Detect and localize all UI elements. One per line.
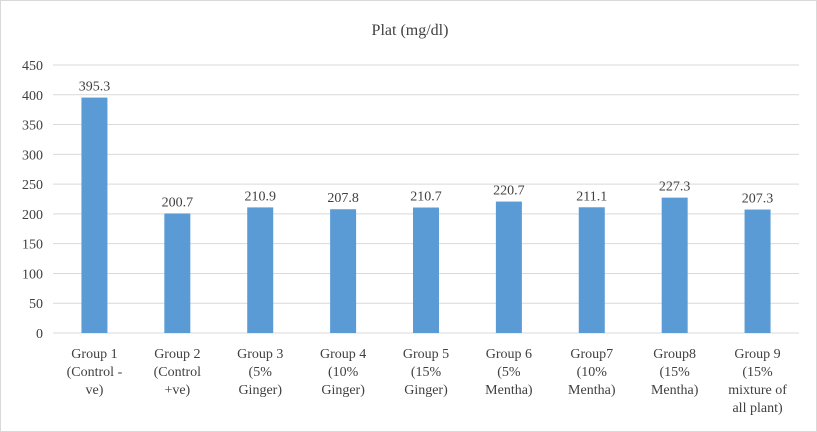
bar (330, 209, 357, 333)
category-label-line: (10% (328, 365, 359, 380)
data-label: 210.9 (244, 189, 276, 204)
data-label: 395.3 (79, 80, 111, 95)
category-label-line: (10% (577, 365, 608, 380)
y-tick-label: 50 (29, 297, 43, 312)
category-label-line: Group7 (570, 347, 613, 362)
bar (661, 197, 688, 333)
category-label-line: (15% (411, 365, 442, 380)
category-label-line: Group 1 (71, 347, 117, 362)
category-label-line: Group 4 (320, 347, 366, 362)
category-label-line: Ginger) (238, 383, 282, 398)
category-label-line: Group 2 (154, 347, 200, 362)
category-label-line: Ginger) (321, 383, 365, 398)
category-label-line: (Control (154, 365, 202, 380)
data-label: 210.7 (410, 190, 442, 205)
category-labels: Group 1(Control -ve)Group 2(Control+ve)G… (67, 347, 788, 416)
data-label: 220.7 (493, 184, 525, 199)
data-label: 207.3 (742, 192, 774, 207)
category-label-line: +ve) (164, 383, 190, 398)
category-label-line: (5% (249, 365, 273, 380)
y-tick-label: 150 (22, 238, 43, 253)
category-label: Group 1 (Control - ve) (67, 347, 123, 398)
y-tick-label: 250 (22, 178, 43, 193)
data-labels: 395.3 200.7 210.9 207.8 210.7 220.7 211.1 227.3… (79, 80, 774, 211)
bar (247, 207, 274, 333)
y-axis-tick-labels: 0 50 100 150 200 250 300 350 400 450 (22, 59, 43, 342)
category-label-line: Group 5 (403, 347, 449, 362)
bar (495, 201, 522, 333)
category-label-line: ve) (85, 383, 103, 398)
category-label-line: Ginger) (404, 383, 448, 398)
data-label: 211.1 (576, 189, 607, 204)
category-label: Group 6 (5% Mentha) (485, 347, 533, 398)
category-label: Group8 (15% Mentha) (651, 347, 699, 398)
category-label-line: Mentha) (651, 383, 699, 398)
bar (413, 207, 439, 333)
category-label-line: (15% (742, 365, 773, 380)
y-tick-label: 450 (22, 59, 43, 74)
category-label-line: all plant) (732, 401, 782, 416)
category-label-line: mixture of (728, 383, 787, 398)
y-tick-label: 200 (22, 208, 43, 223)
category-label-line: Group 3 (237, 347, 283, 362)
category-label-line: Group8 (653, 347, 696, 362)
y-tick-label: 300 (22, 148, 43, 163)
category-label: Group 9 (15% mixture of all plant) (728, 347, 787, 416)
category-label-line: Group 6 (486, 347, 532, 362)
category-label-line: Mentha) (485, 383, 533, 398)
y-tick-label: 350 (22, 119, 43, 134)
y-tick-label: 400 (22, 89, 43, 104)
category-label: Group 4 (10% Ginger) (320, 347, 366, 398)
category-label-line: Group 9 (734, 347, 780, 362)
data-label: 227.3 (659, 180, 691, 195)
bar (164, 213, 191, 333)
category-label-line: (5% (497, 365, 521, 380)
data-label: 207.8 (327, 191, 359, 206)
category-label: Group7 (10% Mentha) (568, 347, 616, 398)
y-tick-label: 100 (22, 267, 43, 282)
bar (81, 97, 108, 333)
bar (744, 209, 771, 333)
data-label: 200.7 (162, 195, 194, 210)
bar (578, 207, 605, 333)
category-label-line: Mentha) (568, 383, 616, 398)
category-label: Group 2 (Control +ve) (154, 347, 202, 398)
category-label-line: (15% (660, 365, 691, 380)
category-label: Group 5 (15% Ginger) (403, 347, 449, 398)
bars (81, 97, 771, 333)
category-label-line: (Control - (67, 365, 123, 380)
chart-title: Plat (mg/dl) (372, 22, 449, 39)
y-tick-label: 0 (36, 327, 43, 342)
category-label: Group 3 (5% Ginger) (237, 347, 283, 398)
